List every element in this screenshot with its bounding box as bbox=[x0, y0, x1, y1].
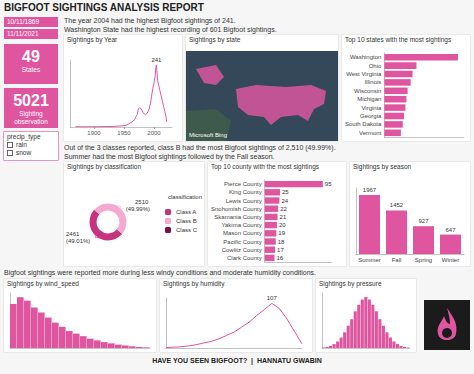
svg-text:Summer: Summer bbox=[358, 257, 381, 263]
svg-text:Class B: Class B bbox=[176, 218, 197, 224]
svg-text:Ohio: Ohio bbox=[369, 63, 382, 69]
html-text:5021: 5021 bbox=[13, 92, 49, 109]
svg-text:Class A: Class A bbox=[176, 209, 196, 215]
html-text:11/11/2021: 11/11/2021 bbox=[7, 30, 39, 37]
svg-text:Pierce County: Pierce County bbox=[224, 181, 262, 187]
html-text:The year 2004 had the highest: The year 2004 had the highest Bigfoot si… bbox=[64, 17, 236, 24]
svg-text:Cowlitz County: Cowlitz County bbox=[222, 247, 262, 253]
svg-text:2510: 2510 bbox=[135, 199, 150, 205]
svg-text:Skamania County: Skamania County bbox=[214, 214, 261, 220]
html-text:Sightings by state: Sightings by state bbox=[189, 36, 241, 43]
svg-text:Illinois: Illinois bbox=[365, 79, 382, 85]
svg-text:Virginia: Virginia bbox=[361, 105, 382, 111]
svg-text:22: 22 bbox=[280, 206, 287, 212]
svg-text:17: 17 bbox=[277, 247, 284, 253]
html-text:Top 10 states with the most si: Top 10 states with the most sightings bbox=[345, 36, 452, 43]
svg-text:2000: 2000 bbox=[147, 130, 161, 136]
svg-text:Yakima County: Yakima County bbox=[221, 222, 261, 228]
svg-text:647: 647 bbox=[445, 227, 456, 233]
svg-text:21: 21 bbox=[280, 214, 287, 220]
svg-text:2461: 2461 bbox=[66, 231, 81, 237]
svg-text:West Virginia: West Virginia bbox=[346, 71, 382, 77]
svg-text:Mason County: Mason County bbox=[223, 230, 262, 236]
svg-text:107: 107 bbox=[267, 295, 278, 301]
svg-text:1452: 1452 bbox=[390, 202, 404, 208]
svg-text:classification: classification bbox=[168, 194, 202, 200]
html-text:Sightings by Year: Sightings by Year bbox=[67, 36, 118, 43]
svg-text:19: 19 bbox=[278, 230, 285, 236]
html-text:Sightings by humidity: Sightings by humidity bbox=[163, 280, 225, 287]
svg-text:16: 16 bbox=[276, 255, 283, 261]
svg-text:Class C: Class C bbox=[176, 227, 198, 233]
svg-text:(49.01%): (49.01%) bbox=[66, 238, 90, 244]
html-text:Sightings by wind_speed: Sightings by wind_speed bbox=[7, 280, 79, 287]
html-text:rain: rain bbox=[16, 141, 27, 148]
html-text:Summer had the most Bigfoot si: Summer had the most Bigfoot sightings fo… bbox=[64, 153, 275, 160]
html-text:10/11/1869: 10/11/1869 bbox=[7, 18, 40, 25]
svg-text:(49.99%): (49.99%) bbox=[126, 206, 150, 212]
svg-text:South Dakota: South Dakota bbox=[345, 121, 382, 127]
svg-text:Fall: Fall bbox=[392, 257, 402, 263]
svg-text:King County: King County bbox=[229, 189, 262, 195]
svg-text:1950: 1950 bbox=[117, 130, 131, 136]
svg-text:18: 18 bbox=[278, 239, 285, 245]
html-text:Sightings by pressure: Sightings by pressure bbox=[319, 280, 382, 287]
html-text:precip_type: precip_type bbox=[7, 133, 41, 140]
svg-text:Snohomish County: Snohomish County bbox=[211, 206, 262, 212]
html-text:Top 10 county with the most si: Top 10 county with the most sightings bbox=[211, 163, 319, 170]
svg-text:25: 25 bbox=[282, 189, 289, 195]
svg-text:Clark County: Clark County bbox=[227, 255, 262, 261]
svg-text:95: 95 bbox=[325, 181, 332, 187]
html-text:Microsoft Bing: Microsoft Bing bbox=[189, 132, 227, 138]
html-text:States: States bbox=[21, 66, 41, 73]
html-text:Sightings by classification: Sightings by classification bbox=[67, 163, 142, 170]
svg-text:Winter: Winter bbox=[442, 257, 459, 263]
html-text:snow: snow bbox=[16, 149, 32, 156]
html-text:49: 49 bbox=[22, 48, 40, 65]
html-text:HAVE YOU SEEN BIGFOOT? | HANNA: HAVE YOU SEEN BIGFOOT? | HANNATU GWABIN bbox=[152, 357, 322, 364]
html-text:Washington State had the highe: Washington State had the highest recordi… bbox=[64, 26, 277, 33]
svg-text:Wisconsin: Wisconsin bbox=[354, 88, 381, 94]
svg-text:Pacific County: Pacific County bbox=[223, 239, 261, 245]
html-text:BIGFOOT SIGHTINGS ANALYSIS REP: BIGFOOT SIGHTINGS ANALYSIS REPORT bbox=[4, 2, 204, 13]
svg-text:Vermont: Vermont bbox=[359, 130, 382, 136]
html-text:Sightings by season: Sightings by season bbox=[353, 163, 412, 170]
svg-text:Washington: Washington bbox=[350, 54, 381, 60]
svg-text:20: 20 bbox=[279, 222, 286, 228]
svg-text:241: 241 bbox=[151, 57, 162, 63]
html-text:Bigfoot sightings were reporte: Bigfoot sightings were reported more dur… bbox=[4, 269, 317, 276]
html-text:Sighting observation: Sighting observation bbox=[14, 110, 48, 125]
svg-text:927: 927 bbox=[418, 218, 429, 224]
svg-text:Spring: Spring bbox=[415, 257, 432, 263]
svg-text:Georgia: Georgia bbox=[360, 113, 382, 119]
html-text:Out of the 3 classes reported,: Out of the 3 classes reported, class B h… bbox=[64, 144, 336, 151]
svg-text:24: 24 bbox=[281, 198, 288, 204]
svg-text:Michigan: Michigan bbox=[357, 96, 381, 102]
svg-text:1967: 1967 bbox=[363, 187, 377, 193]
svg-text:Lewis County: Lewis County bbox=[226, 198, 262, 204]
svg-text:1900: 1900 bbox=[87, 130, 101, 136]
